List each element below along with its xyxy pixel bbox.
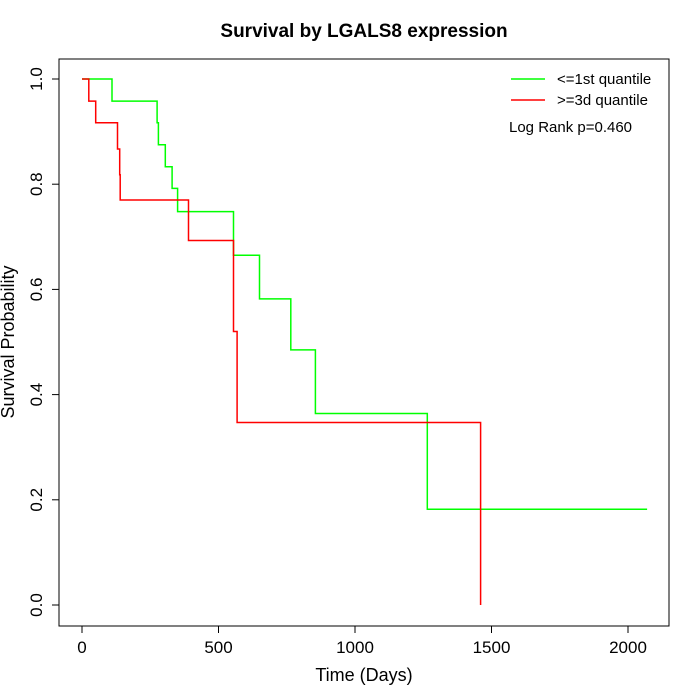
x-tick-label: 500 bbox=[204, 638, 232, 657]
y-tick-label: 0.6 bbox=[27, 278, 46, 302]
y-tick-label: 0.0 bbox=[27, 593, 46, 617]
chart-title: Survival by LGALS8 expression bbox=[220, 21, 507, 42]
y-tick-label: 0.8 bbox=[27, 172, 46, 196]
series-line-1 bbox=[82, 78, 648, 511]
x-tick-label: 1000 bbox=[336, 638, 374, 657]
legend-label-1: <=1st quantile bbox=[557, 71, 651, 88]
x-tick-label: 0 bbox=[77, 638, 86, 657]
x-axis: 0 500 1000 1500 2000 bbox=[77, 625, 647, 657]
log-rank-annotation: Log Rank p=0.460 bbox=[509, 119, 632, 136]
y-tick-label: 1.0 bbox=[27, 67, 46, 91]
legend: <=1st quantile >=3d quantile bbox=[511, 71, 651, 109]
y-tick-label: 0.2 bbox=[27, 488, 46, 512]
series-line-2 bbox=[82, 78, 482, 605]
y-axis-label: Survival Probability bbox=[0, 265, 18, 418]
x-tick-label: 1500 bbox=[473, 638, 511, 657]
x-tick-label: 2000 bbox=[609, 638, 647, 657]
y-tick-label: 0.4 bbox=[27, 383, 46, 407]
x-axis-label: Time (Days) bbox=[315, 665, 412, 685]
legend-label-2: >=3d quantile bbox=[557, 92, 648, 109]
y-axis: 0.0 0.2 0.4 0.6 0.8 1.0 bbox=[27, 67, 60, 617]
series-layer bbox=[82, 78, 648, 605]
